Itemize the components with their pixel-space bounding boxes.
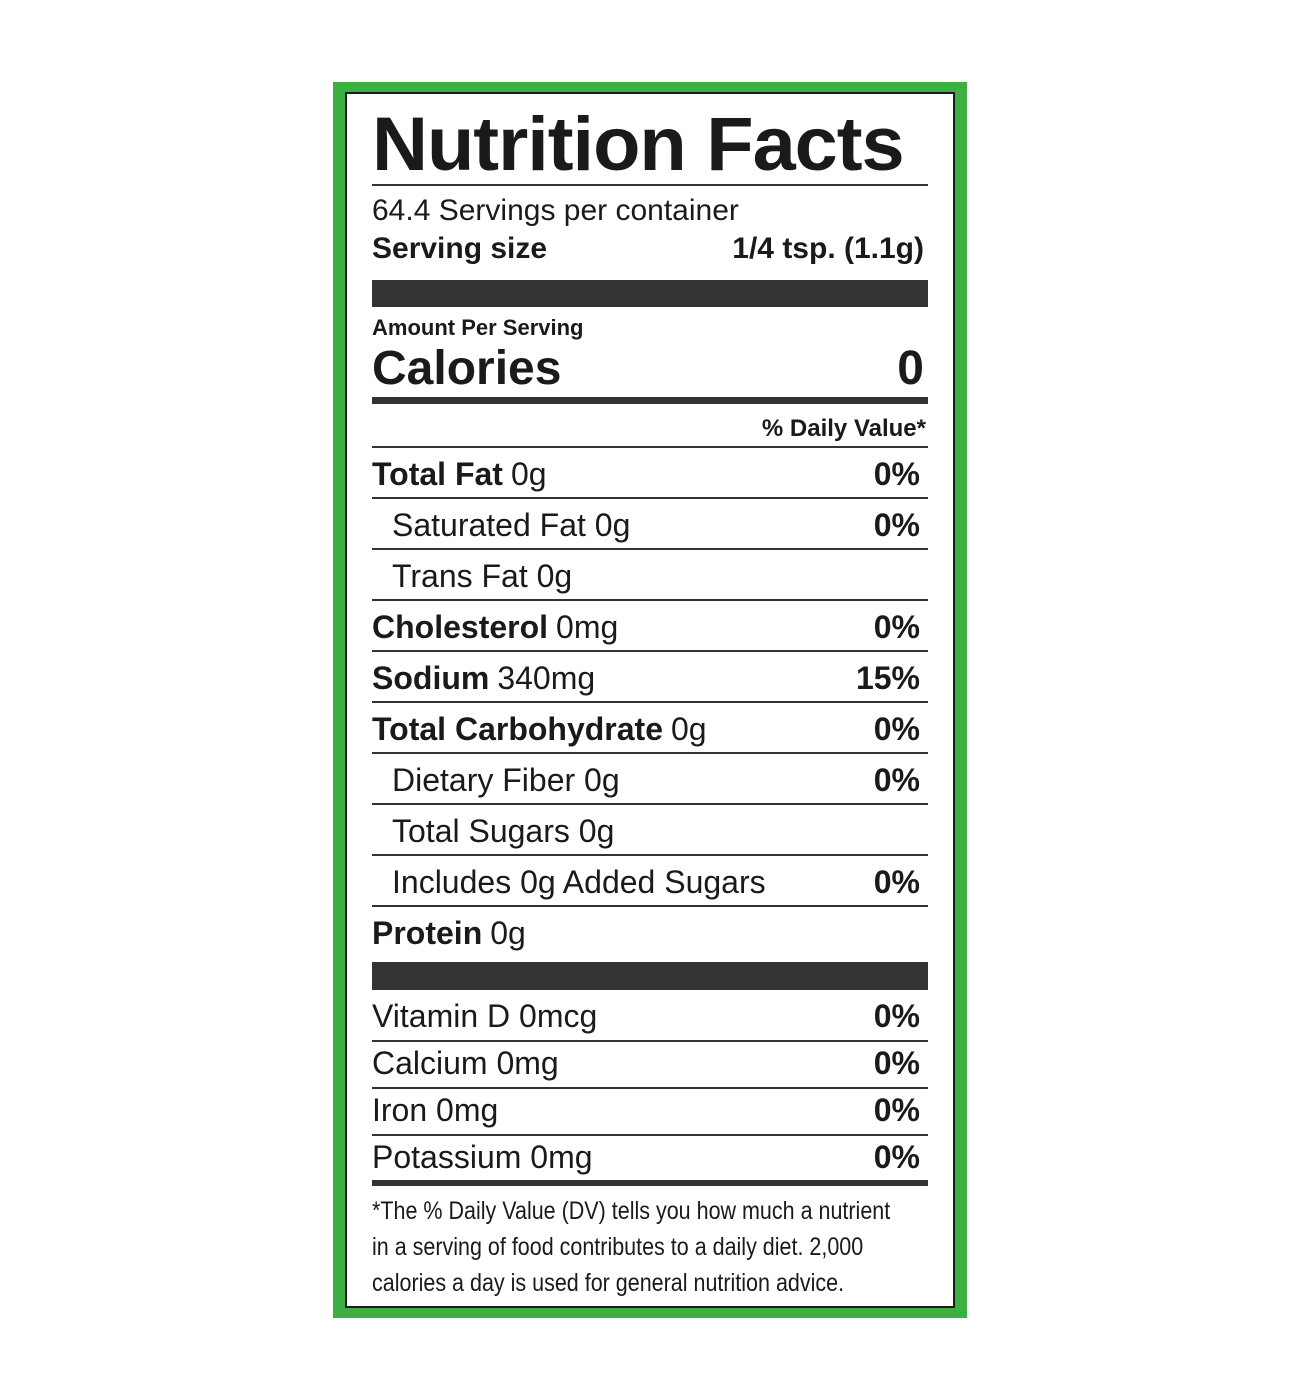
nutrient-name: Cholesterol	[372, 609, 549, 645]
daily-value: 0%	[873, 456, 920, 492]
daily-value: 0%	[873, 711, 920, 747]
divider	[372, 280, 928, 307]
vitamin-row: Iron 0mg	[372, 1092, 499, 1128]
divider	[372, 397, 928, 404]
nutrient-row: Dietary Fiber 0g	[392, 762, 620, 798]
daily-value: 0%	[873, 1092, 920, 1128]
calories-label: Calories	[372, 342, 562, 395]
nutrient-name: Sodium	[372, 660, 490, 696]
amount-per-serving: Amount Per Serving	[372, 315, 584, 340]
divider	[372, 599, 928, 601]
footnote-line: calories a day is used for general nutri…	[372, 1268, 845, 1297]
nutrient-amount: 0g	[510, 456, 547, 492]
divider	[372, 854, 928, 856]
divider	[372, 650, 928, 652]
daily-value: 0%	[873, 609, 920, 645]
daily-value-header: % Daily Value*	[761, 415, 926, 442]
nutrient-row: Total Sugars 0g	[392, 813, 615, 849]
divider	[372, 1040, 928, 1042]
footnote-line: in a serving of food contributes to a da…	[372, 1232, 864, 1261]
nutrient-amount: 0g	[671, 711, 707, 747]
nutrient-row: Protein 0g	[372, 917, 526, 949]
vitamin-row: Vitamin D 0mcg	[372, 998, 598, 1034]
vitamin-row: Potassium 0mg	[372, 1139, 593, 1175]
nutrient-name: Total Fat	[372, 456, 503, 492]
footnote-line: *The % Daily Value (DV) tells you how mu…	[372, 1196, 891, 1225]
nutrient-name: Total Carbohydrate	[372, 711, 663, 747]
daily-value: 0%	[873, 507, 920, 543]
divider	[372, 184, 928, 186]
divider	[372, 962, 928, 990]
calories-value: 0	[897, 342, 924, 395]
nutrient-amount: 0g	[490, 915, 526, 951]
divider	[372, 497, 928, 499]
nutrient-amount: 0mg	[556, 609, 619, 645]
daily-value: 0%	[873, 1045, 920, 1081]
nutrient-row: Cholesterol 0mg	[372, 611, 618, 643]
vitamin-row: Calcium 0mg	[372, 1045, 559, 1081]
daily-value: 0%	[873, 1139, 920, 1175]
daily-value: 15%	[855, 660, 920, 696]
divider	[372, 701, 928, 703]
divider	[372, 752, 928, 754]
nutrient-name: Protein	[372, 915, 483, 951]
serving-size-value: 1/4 tsp. (1.1g)	[732, 232, 924, 265]
nutrient-row: Trans Fat 0g	[392, 558, 573, 594]
divider	[372, 1087, 928, 1089]
nutrient-row: Includes 0g Added Sugars	[392, 864, 766, 900]
serving-size-label: Serving size	[372, 232, 548, 265]
title: Nutrition Facts	[372, 102, 905, 187]
nutrient-row: Total Carbohydrate 0g	[372, 713, 707, 745]
daily-value: 0%	[873, 864, 920, 900]
daily-value: 0%	[873, 762, 920, 798]
nutrient-row: Total Fat 0g	[372, 458, 547, 490]
divider	[372, 803, 928, 805]
divider	[372, 1134, 928, 1136]
nutrient-row: Saturated Fat 0g	[392, 507, 631, 543]
divider	[372, 905, 928, 907]
divider	[372, 1180, 928, 1186]
servings-per-container: 64.4 Servings per container	[372, 194, 739, 227]
divider	[372, 446, 928, 448]
daily-value: 0%	[873, 998, 920, 1034]
divider	[372, 548, 928, 550]
nutrient-amount: 340mg	[497, 660, 596, 696]
nutrient-row: Sodium 340mg	[372, 662, 595, 694]
